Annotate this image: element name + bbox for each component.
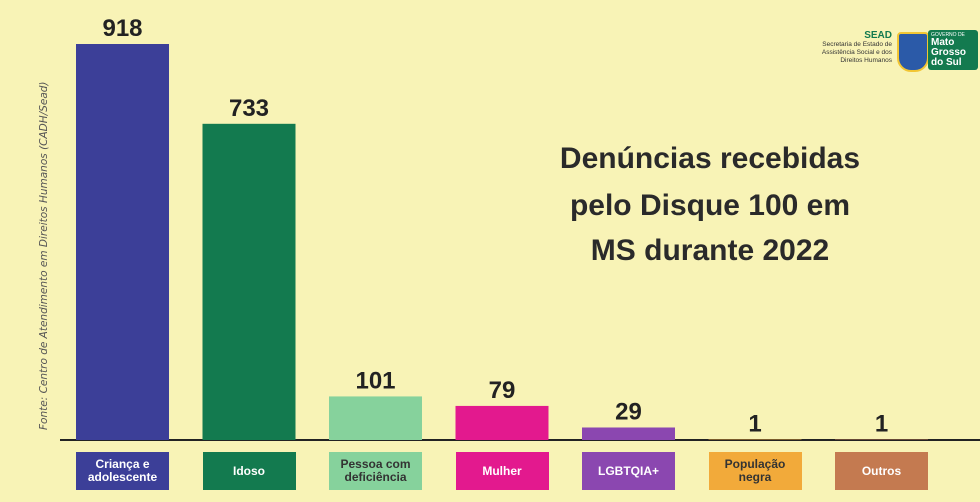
bar [76,44,169,440]
value-label: 29 [615,398,642,425]
chart-title: pelo Disque 100 em [570,189,850,222]
bar [455,405,549,440]
bar [202,123,296,440]
category-label: Idoso [202,452,296,490]
logo-government: GOVERNO DE Mato Grosso do Sul [928,30,978,70]
logo-name: SEAD [864,30,892,41]
value-label: 1 [875,411,888,438]
category-label: Outros [835,452,928,490]
category-label: Mulher [455,452,549,490]
category-label: População negra [708,452,802,490]
category-label: Criança e adolescente [76,452,169,490]
logo-text: SEAD Secretaria de Estado de Assistência… [810,30,892,65]
bar [329,396,422,440]
category-label: Pessoa com deficiência [329,452,422,490]
chart-title: MS durante 2022 [591,234,829,267]
value-label: 79 [489,377,516,404]
category-label: LGBTQIA+ [582,452,675,490]
value-label: 918 [102,15,142,42]
source-note: Fonte: Centro de Atendimento em Direitos… [38,81,50,430]
chart-title: Denúncias recebidas [560,142,860,175]
value-label: 733 [229,95,269,122]
logo-government-label: GOVERNO DE [931,32,965,38]
logo-state: Mato Grosso do Sul [931,37,967,68]
bar [582,427,675,440]
logo-subtitle: Secretaria de Estado de Assistência Soci… [821,41,892,64]
value-label: 101 [355,367,395,394]
value-label: 1 [748,411,761,438]
crest [897,32,929,72]
